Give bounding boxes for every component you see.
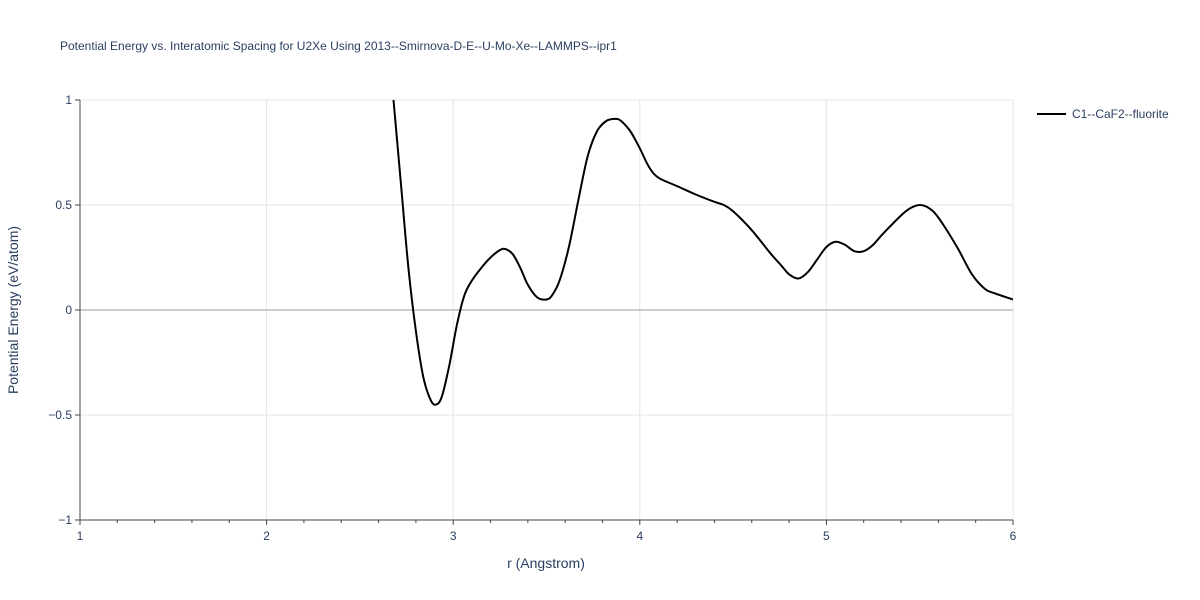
x-tick-label: 2 (263, 529, 270, 543)
y-tick-label: −1 (58, 513, 72, 527)
series-line (392, 100, 1013, 406)
x-tick-label: 3 (450, 529, 457, 543)
axis-layer: 1 2 3 4 5 6 −1 −0.5 0 0.5 1 (48, 93, 1016, 543)
chart-title: Potential Energy vs. Interatomic Spacing… (60, 39, 617, 53)
grid-layer (80, 99, 1014, 520)
x-tick-label: 4 (636, 529, 643, 543)
y-tick-label: 1 (65, 93, 72, 107)
x-tick-label: 5 (823, 529, 830, 543)
y-tick-label: −0.5 (48, 408, 72, 422)
y-tick-label: 0.5 (55, 198, 72, 212)
x-tick-label: 1 (77, 529, 84, 543)
plot-layer (392, 100, 1013, 406)
legend[interactable]: C1--CaF2--fluorite (1037, 107, 1169, 121)
legend-label: C1--CaF2--fluorite (1072, 107, 1169, 121)
x-tick-label: 6 (1010, 529, 1017, 543)
y-axis-title: Potential Energy (eV/atom) (5, 226, 21, 394)
x-axis-title: r (Angstrom) (507, 555, 585, 571)
y-tick-label: 0 (65, 303, 72, 317)
